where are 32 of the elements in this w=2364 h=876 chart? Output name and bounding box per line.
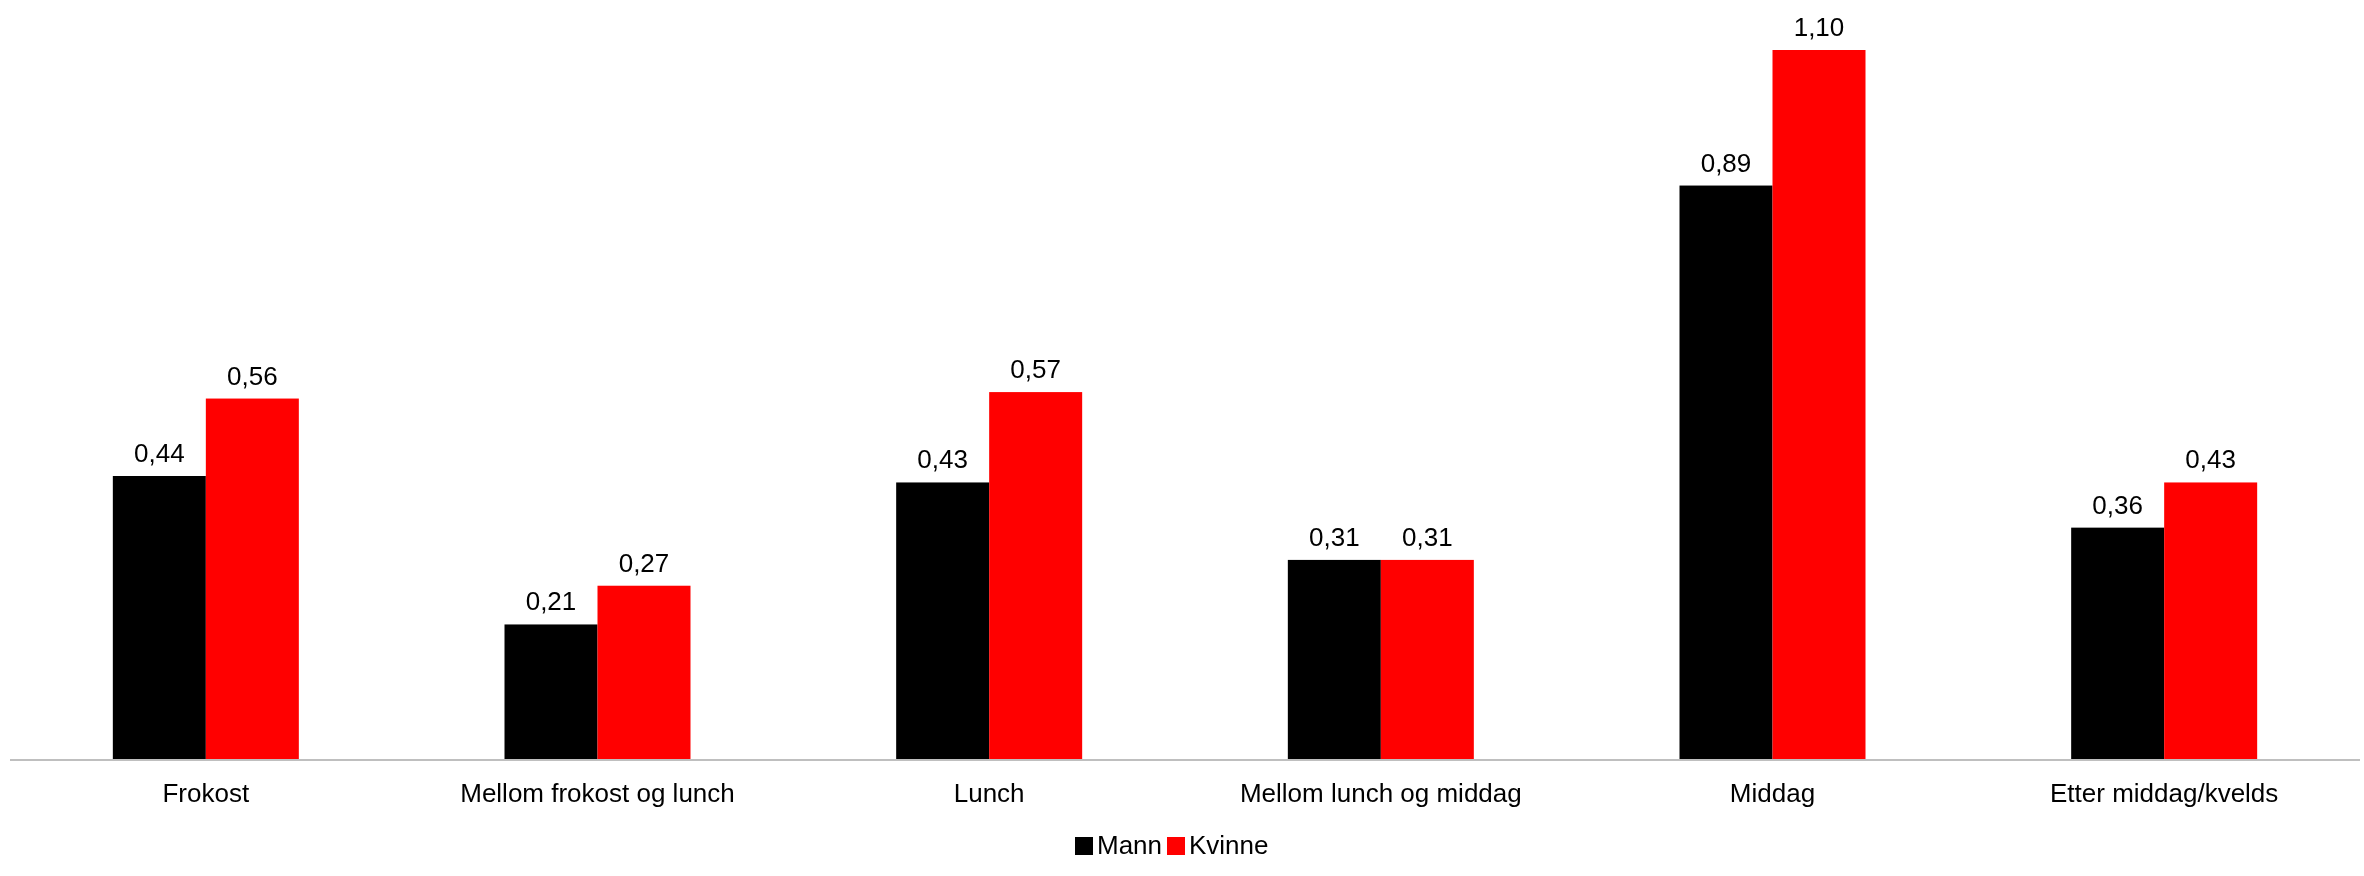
bar [1772, 50, 1866, 760]
bar [205, 398, 299, 760]
x-tick-label: Mellom lunch og middag [1239, 778, 1522, 808]
data-label: 0,56 [227, 360, 278, 391]
x-tick-label: Etter middag/kvelds [2050, 778, 2279, 808]
data-label: 0,27 [618, 547, 670, 578]
data-label: 1,10 [1793, 12, 1845, 42]
x-tick-label: Mellom frokost og lunch [460, 778, 735, 808]
data-label: 0,57 [1010, 354, 1061, 385]
data-label: 0,43 [2185, 444, 2236, 475]
x-tick-label: Lunch [953, 778, 1025, 808]
bar [597, 585, 691, 760]
data-label: 0,31 [1402, 521, 1453, 552]
data-label: 0,36 [2092, 489, 2143, 520]
bar [1380, 559, 1474, 760]
bar [1679, 185, 1773, 760]
bar [112, 476, 206, 760]
bar [896, 482, 990, 760]
bar [2164, 482, 2258, 760]
data-label: 0,31 [1309, 521, 1360, 552]
x-tick-label: Middag [1729, 778, 1816, 808]
data-label: 0,44 [134, 438, 185, 468]
bar [2071, 527, 2165, 760]
bar [1287, 559, 1381, 760]
legend-label: Mann [1097, 830, 1163, 860]
data-label: 0,43 [917, 444, 968, 475]
x-tick-label: Frokost [162, 778, 250, 808]
data-label: 0,89 [1700, 147, 1752, 178]
legend-label: Kvinne [1189, 830, 1269, 860]
bar [989, 392, 1083, 760]
bar [504, 624, 598, 760]
data-label: 0,21 [525, 586, 577, 617]
